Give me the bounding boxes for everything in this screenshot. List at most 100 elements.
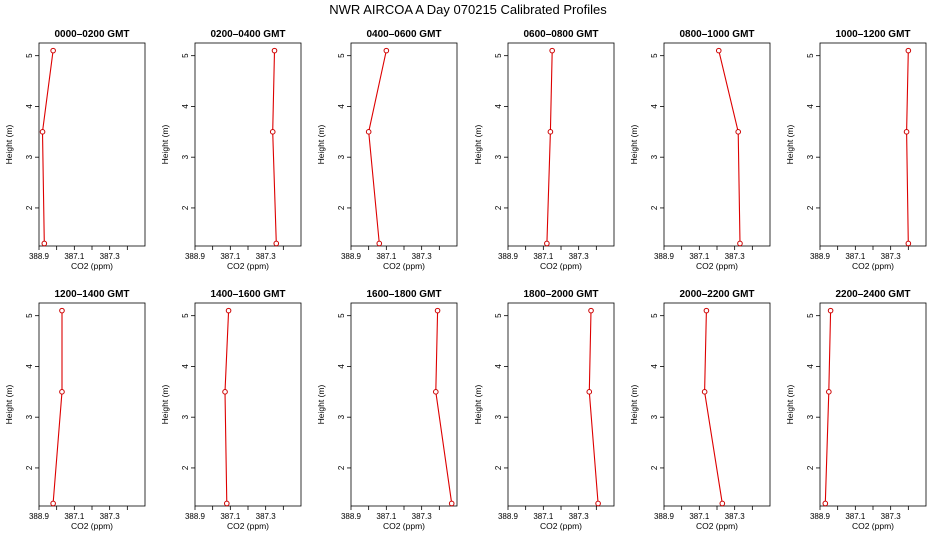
x-tick-label: 388.9 — [29, 252, 50, 261]
plot-frame — [507, 42, 615, 247]
profile-point — [544, 240, 550, 247]
x-tick-label: 388.9 — [341, 252, 362, 261]
y-tick-label: 5 — [337, 313, 346, 318]
y-tick-label: 3 — [181, 154, 190, 159]
profile-point — [271, 47, 278, 54]
panel-title: 0600–0800 GMT — [523, 29, 598, 40]
x-tick-label: 388.9 — [654, 512, 675, 521]
y-axis-label: Height (m) — [316, 125, 326, 165]
y-axis-label: Height (m) — [629, 385, 639, 425]
x-axis-label: CO2 (ppm) — [540, 261, 582, 271]
y-tick-label: 3 — [494, 414, 503, 419]
y-axis-label: Height (m) — [4, 125, 14, 165]
x-tick-label: 387.1 — [64, 512, 85, 521]
x-tick-label: 387.1 — [689, 512, 710, 521]
x-tick-label: 387.3 — [725, 512, 746, 521]
profile-point — [827, 307, 834, 314]
plot-frame — [194, 302, 302, 507]
profile-point — [434, 307, 441, 314]
x-tick-label: 388.9 — [810, 512, 831, 521]
panel-title: 2000–2200 GMT — [679, 289, 754, 300]
x-axis-label: CO2 (ppm) — [71, 261, 113, 271]
x-tick-label: 387.3 — [412, 512, 433, 521]
x-tick-label: 387.1 — [845, 512, 866, 521]
x-tick-label: 388.9 — [185, 252, 206, 261]
y-tick-label: 4 — [806, 364, 815, 369]
x-tick-label: 388.9 — [29, 512, 50, 521]
y-tick-label: 2 — [650, 205, 659, 210]
profile-point — [905, 240, 912, 247]
plot-frame — [194, 42, 302, 247]
y-tick-label: 3 — [25, 414, 34, 419]
x-tick-label: 388.9 — [498, 512, 519, 521]
y-tick-label: 4 — [494, 104, 503, 109]
y-tick-label: 5 — [650, 53, 659, 58]
y-tick-label: 2 — [181, 205, 190, 210]
profile-point — [586, 389, 593, 395]
y-tick-label: 5 — [25, 313, 34, 318]
y-tick-label: 2 — [337, 465, 346, 470]
x-tick-label: 387.1 — [689, 252, 710, 261]
profile-point — [59, 307, 65, 314]
y-tick-label: 2 — [25, 205, 34, 210]
y-axis-label: Height (m) — [160, 385, 170, 425]
profile-point — [50, 500, 56, 507]
x-axis-label: CO2 (ppm) — [540, 521, 582, 531]
profile-line — [704, 310, 723, 504]
y-tick-label: 4 — [650, 364, 659, 369]
x-tick-label: 387.3 — [100, 252, 121, 261]
x-tick-label: 387.1 — [533, 512, 554, 521]
profile-point — [822, 500, 829, 507]
profile-point — [433, 389, 439, 395]
x-axis-label: CO2 (ppm) — [227, 261, 269, 271]
y-tick-label: 5 — [494, 313, 503, 318]
profile-point — [269, 129, 276, 135]
x-tick-label: 388.9 — [810, 252, 831, 261]
profile-line — [546, 50, 553, 244]
profile-line — [906, 50, 909, 244]
x-axis-label: CO2 (ppm) — [852, 261, 894, 271]
x-tick-label: 387.3 — [569, 512, 590, 521]
y-tick-label: 4 — [494, 364, 503, 369]
y-axis-label: Height (m) — [785, 125, 795, 165]
x-axis-label: CO2 (ppm) — [852, 521, 894, 531]
profile-point — [365, 129, 372, 135]
profile-point — [224, 500, 230, 507]
y-tick-label: 4 — [806, 104, 815, 109]
panel-title: 1600–1800 GMT — [366, 289, 441, 300]
y-tick-label: 4 — [181, 104, 190, 109]
y-tick-label: 2 — [181, 465, 190, 470]
x-tick-label: 387.3 — [256, 512, 277, 521]
plot-frame — [819, 302, 927, 507]
y-tick-label: 2 — [25, 465, 34, 470]
x-tick-label: 387.3 — [569, 252, 590, 261]
y-tick-label: 2 — [806, 205, 815, 210]
profile-point — [376, 240, 383, 247]
y-tick-label: 4 — [181, 364, 190, 369]
panel-title: 1200–1400 GMT — [54, 289, 129, 300]
profile-point — [735, 129, 742, 135]
x-tick-label: 387.1 — [220, 252, 241, 261]
y-tick-label: 4 — [650, 104, 659, 109]
x-tick-label: 387.1 — [64, 252, 85, 261]
profile-point — [549, 47, 555, 54]
y-tick-label: 4 — [337, 104, 346, 109]
y-tick-label: 5 — [806, 53, 815, 58]
plot-frame — [350, 302, 458, 507]
profile-point — [225, 307, 232, 314]
profile-line — [41, 50, 54, 244]
profile-point — [595, 500, 601, 507]
profile-point — [39, 129, 46, 135]
chart-title: NWR AIRCOA A Day 070215 Calibrated Profi… — [329, 2, 607, 17]
x-axis-label: CO2 (ppm) — [71, 521, 113, 531]
profile-point — [41, 240, 48, 247]
y-tick-label: 3 — [650, 154, 659, 159]
x-tick-label: 387.3 — [881, 252, 902, 261]
y-tick-label: 3 — [337, 414, 346, 419]
profile-point — [715, 47, 722, 54]
